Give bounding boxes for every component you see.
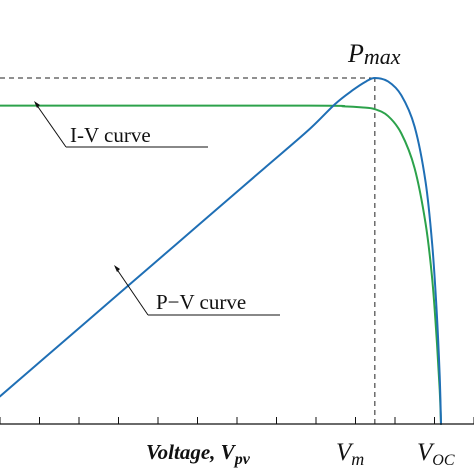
tick-label-voc: VOC — [417, 439, 455, 469]
tick-label-vm-sub: m — [351, 449, 364, 469]
tick-label-vm: Vm — [336, 439, 364, 469]
iv-annotation: I-V curve — [34, 101, 208, 148]
iv-leader-line — [35, 103, 67, 148]
iv-leader-arrowhead — [34, 101, 40, 108]
x-axis-label: Voltage, Vpv — [146, 440, 251, 468]
tick-label-voc-sub: OC — [432, 452, 455, 469]
series-line-iv — [0, 104, 442, 425]
peak-label-main: P — [347, 39, 364, 68]
reference-lines — [0, 77, 376, 424]
pv-annotation-label: P−V curve — [156, 290, 246, 314]
x-axis-label-main: Voltage, V — [146, 440, 237, 464]
pv-annotation: P−V curve — [114, 265, 280, 316]
x-axis-label-sub: pv — [233, 451, 251, 468]
peak-label: Pmax — [347, 39, 401, 69]
tick-label-voc-main: V — [417, 439, 435, 466]
x-axis — [0, 417, 474, 425]
peak-label-sub: max — [364, 44, 401, 69]
pv-leader-arrowhead — [114, 265, 120, 272]
tick-label-vm-main: V — [336, 439, 354, 466]
series-line-pv — [0, 77, 442, 425]
iv-annotation-label: I-V curve — [70, 123, 151, 147]
pv-leader-line — [115, 267, 149, 316]
series-layer — [0, 77, 442, 425]
